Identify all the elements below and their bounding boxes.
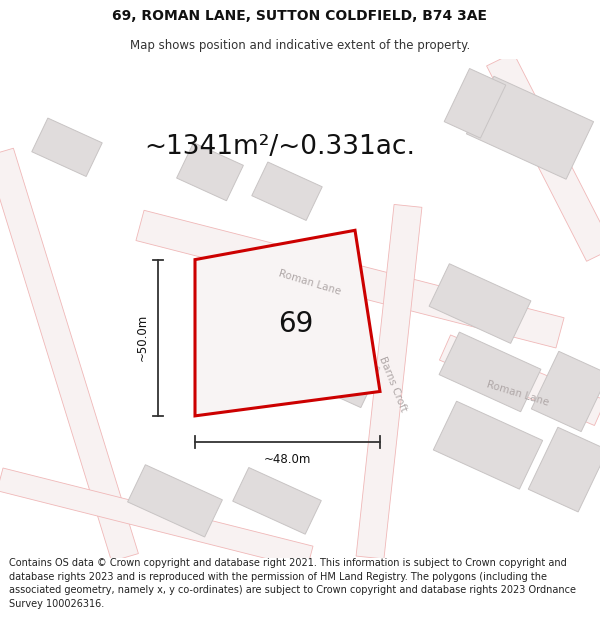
Polygon shape bbox=[195, 230, 380, 416]
Polygon shape bbox=[356, 204, 422, 559]
Text: Roman Lane: Roman Lane bbox=[278, 268, 343, 296]
Text: ~1341m²/~0.331ac.: ~1341m²/~0.331ac. bbox=[145, 134, 415, 160]
Polygon shape bbox=[32, 118, 102, 176]
Polygon shape bbox=[433, 401, 542, 489]
Polygon shape bbox=[528, 428, 600, 512]
Text: 69: 69 bbox=[278, 310, 314, 338]
Text: 69, ROMAN LANE, SUTTON COLDFIELD, B74 3AE: 69, ROMAN LANE, SUTTON COLDFIELD, B74 3A… bbox=[113, 9, 487, 22]
Text: ~50.0m: ~50.0m bbox=[136, 314, 149, 361]
Polygon shape bbox=[429, 264, 531, 343]
Text: ~48.0m: ~48.0m bbox=[264, 453, 311, 466]
Polygon shape bbox=[233, 468, 321, 534]
Text: Contains OS data © Crown copyright and database right 2021. This information is : Contains OS data © Crown copyright and d… bbox=[9, 558, 576, 609]
Text: Roman Lane: Roman Lane bbox=[485, 379, 550, 408]
Polygon shape bbox=[252, 162, 322, 221]
Polygon shape bbox=[0, 468, 313, 569]
Polygon shape bbox=[0, 148, 139, 561]
Polygon shape bbox=[466, 76, 593, 179]
Polygon shape bbox=[444, 69, 506, 138]
Polygon shape bbox=[176, 142, 244, 201]
Polygon shape bbox=[532, 351, 600, 432]
Polygon shape bbox=[128, 465, 223, 537]
Polygon shape bbox=[487, 53, 600, 261]
Polygon shape bbox=[136, 210, 564, 348]
Polygon shape bbox=[439, 335, 600, 426]
Polygon shape bbox=[270, 326, 380, 408]
Text: Map shows position and indicative extent of the property.: Map shows position and indicative extent… bbox=[130, 39, 470, 52]
Polygon shape bbox=[439, 332, 541, 412]
Text: Barns Croft: Barns Croft bbox=[377, 354, 409, 412]
